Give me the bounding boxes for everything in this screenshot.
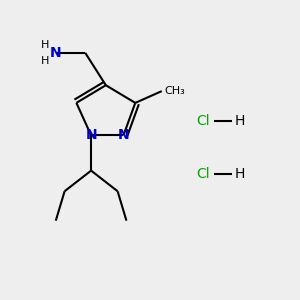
Text: Cl: Cl: [196, 167, 210, 181]
Text: N: N: [50, 46, 61, 60]
Text: CH₃: CH₃: [164, 86, 185, 96]
Text: H: H: [40, 56, 49, 66]
Text: H: H: [235, 167, 245, 181]
Text: Cl: Cl: [196, 114, 210, 128]
Text: N: N: [85, 128, 97, 142]
Text: N: N: [118, 128, 129, 142]
Text: H: H: [40, 40, 49, 50]
Text: H: H: [235, 114, 245, 128]
